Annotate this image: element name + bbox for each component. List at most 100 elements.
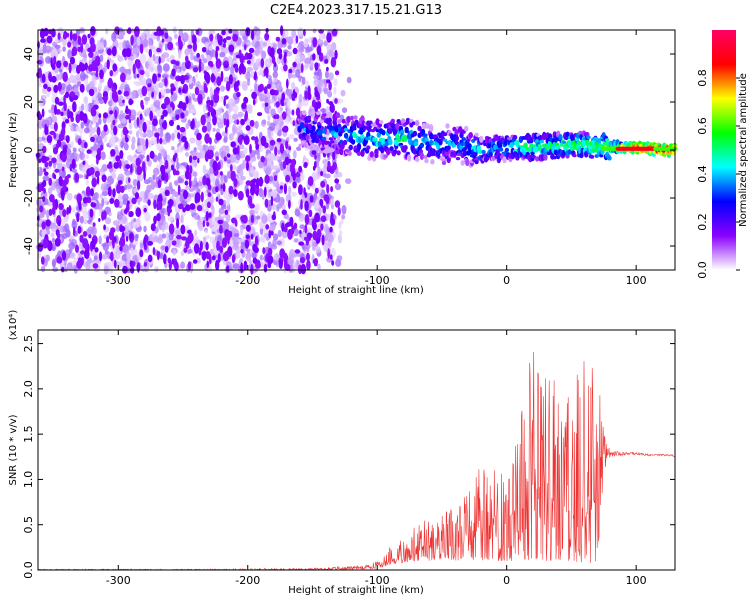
heatmap-noise-cell bbox=[119, 226, 126, 232]
heatmap-noise-cell bbox=[307, 85, 311, 97]
heatmap-noise-cell bbox=[254, 71, 257, 80]
heatmap-noise-cell bbox=[86, 149, 92, 154]
heatmap-noise-cell bbox=[68, 62, 72, 74]
heatmap-noise-cell bbox=[204, 66, 211, 71]
heatmap-noise-cell bbox=[140, 99, 144, 109]
heatmap-noise-cell bbox=[106, 59, 110, 70]
heatmap-signal-cell bbox=[388, 138, 393, 146]
heatmap-noise-cell bbox=[187, 261, 192, 271]
heatmap-signal-cell bbox=[366, 145, 371, 150]
heatmap-noise-cell bbox=[200, 191, 204, 203]
heatmap-signal-cell bbox=[312, 146, 317, 151]
heatmap-noise-cell bbox=[316, 39, 322, 45]
heatmap-noise-cell bbox=[178, 100, 184, 109]
heatmap-signal-cell bbox=[412, 130, 418, 137]
heatmap-noise-cell bbox=[79, 71, 86, 82]
heatmap-noise-cell bbox=[67, 41, 72, 48]
heatmap-noise-cell bbox=[232, 147, 238, 155]
heatmap-noise-cell bbox=[83, 219, 88, 225]
heatmap-noise-cell bbox=[336, 255, 343, 261]
heatmap-noise-cell bbox=[160, 245, 166, 250]
heatmap-noise-cell bbox=[298, 241, 305, 246]
heatmap-noise-cell bbox=[296, 146, 302, 151]
heatmap-noise-cell bbox=[131, 197, 137, 205]
heatmap-noise-cell bbox=[116, 214, 123, 221]
colorbar-gradient bbox=[712, 30, 736, 270]
heatmap-noise-cell bbox=[211, 215, 216, 226]
heatmap-noise-cell bbox=[187, 249, 193, 254]
heatmap-noise-cell bbox=[315, 246, 321, 254]
heatmap-noise-cell bbox=[153, 99, 161, 108]
heatmap-noise-cell bbox=[152, 247, 156, 256]
colorbar-tick-label: 0.8 bbox=[696, 69, 709, 87]
heatmap-noise-cell bbox=[255, 58, 262, 68]
heatmap-noise-cell bbox=[67, 111, 74, 119]
heatmap-noise-cell bbox=[66, 207, 70, 215]
heatmap-signal-cell bbox=[383, 154, 388, 159]
heatmap-noise-cell bbox=[65, 135, 70, 144]
heatmap-noise-cell bbox=[306, 46, 313, 53]
heatmap-noise-cell bbox=[250, 186, 255, 196]
heatmap-noise-cell bbox=[207, 192, 212, 198]
heatmap-noise-cell bbox=[217, 161, 221, 171]
heatmap-noise-cell bbox=[199, 240, 203, 251]
heatmap-noise-cell bbox=[235, 86, 239, 92]
heatmap-noise-cell bbox=[117, 123, 125, 129]
heatmap-noise-cell bbox=[174, 170, 180, 176]
heatmap-noise-cell bbox=[95, 71, 99, 78]
heatmap-noise-cell bbox=[73, 87, 79, 92]
heatmap-noise-cell bbox=[133, 187, 139, 194]
heatmap-noise-cell bbox=[337, 171, 343, 178]
heatmap-noise-cell bbox=[337, 206, 341, 216]
heatmap-noise-cell bbox=[216, 76, 222, 87]
heatmap-noise-cell bbox=[261, 50, 267, 60]
heatmap-signal-cell bbox=[531, 155, 536, 159]
heatmap-noise-cell bbox=[147, 57, 153, 65]
heatmap-noise-cell bbox=[272, 165, 280, 171]
figure-title: C2E4.2023.317.15.21.G13 bbox=[270, 3, 442, 18]
heatmap-noise-cell bbox=[341, 204, 347, 215]
heatmap-noise-cell bbox=[118, 160, 122, 169]
heatmap-noise-cell bbox=[171, 146, 175, 151]
heatmap-noise-cell bbox=[229, 164, 233, 172]
heatmap-signal-cell bbox=[346, 115, 351, 124]
heatmap-noise-cell bbox=[51, 258, 57, 268]
heatmap-noise-cell bbox=[61, 83, 66, 90]
heatmap-noise-cell bbox=[77, 46, 82, 52]
heatmap-noise-cell bbox=[177, 132, 181, 140]
heatmap-noise-cell bbox=[291, 29, 297, 39]
heatmap-noise-cell bbox=[223, 204, 227, 210]
heatmap-noise-cell bbox=[220, 70, 224, 82]
heatmap-signal-cell bbox=[347, 151, 352, 156]
heatmap-noise-cell bbox=[102, 210, 107, 220]
heatmap-noise-cell bbox=[184, 180, 189, 186]
heatmap-noise-cell bbox=[68, 242, 76, 250]
heatmap-noise-cell bbox=[252, 170, 260, 179]
heatmap-noise-cell bbox=[101, 190, 109, 197]
heatmap-noise-cell bbox=[181, 136, 187, 143]
heatmap-signal-cell bbox=[399, 129, 405, 135]
heatmap-noise-cell bbox=[185, 204, 191, 212]
heatmap-noise-cell bbox=[134, 26, 140, 38]
heatmap-noise-cell bbox=[194, 229, 198, 236]
heatmap-noise-cell bbox=[236, 91, 241, 98]
heatmap-noise-cell bbox=[213, 92, 220, 104]
heatmap-noise-cell bbox=[301, 76, 306, 86]
heatmap-noise-cell bbox=[53, 84, 59, 93]
heatmap-noise-cell bbox=[300, 175, 304, 182]
heatmap-noise-cell bbox=[157, 200, 163, 210]
heatmap-noise-cell bbox=[303, 42, 309, 48]
heatmap-noise-cell bbox=[60, 111, 64, 116]
heatmap-noise-cell bbox=[232, 77, 237, 82]
heatmap-noise-cell bbox=[226, 265, 230, 273]
heatmap-noise-cell bbox=[146, 184, 152, 193]
heatmap-noise-cell bbox=[125, 69, 131, 74]
heatmap-noise-cell bbox=[161, 224, 166, 233]
heatmap-noise-cell bbox=[37, 242, 44, 252]
heatmap-noise-cell bbox=[167, 215, 174, 222]
heatmap-noise-cell bbox=[167, 41, 174, 51]
heatmap-noise-cell bbox=[146, 154, 150, 162]
heatmap-noise-cell bbox=[52, 266, 59, 272]
heatmap-noise-cell bbox=[164, 245, 169, 253]
heatmap-noise-cell bbox=[59, 218, 67, 225]
